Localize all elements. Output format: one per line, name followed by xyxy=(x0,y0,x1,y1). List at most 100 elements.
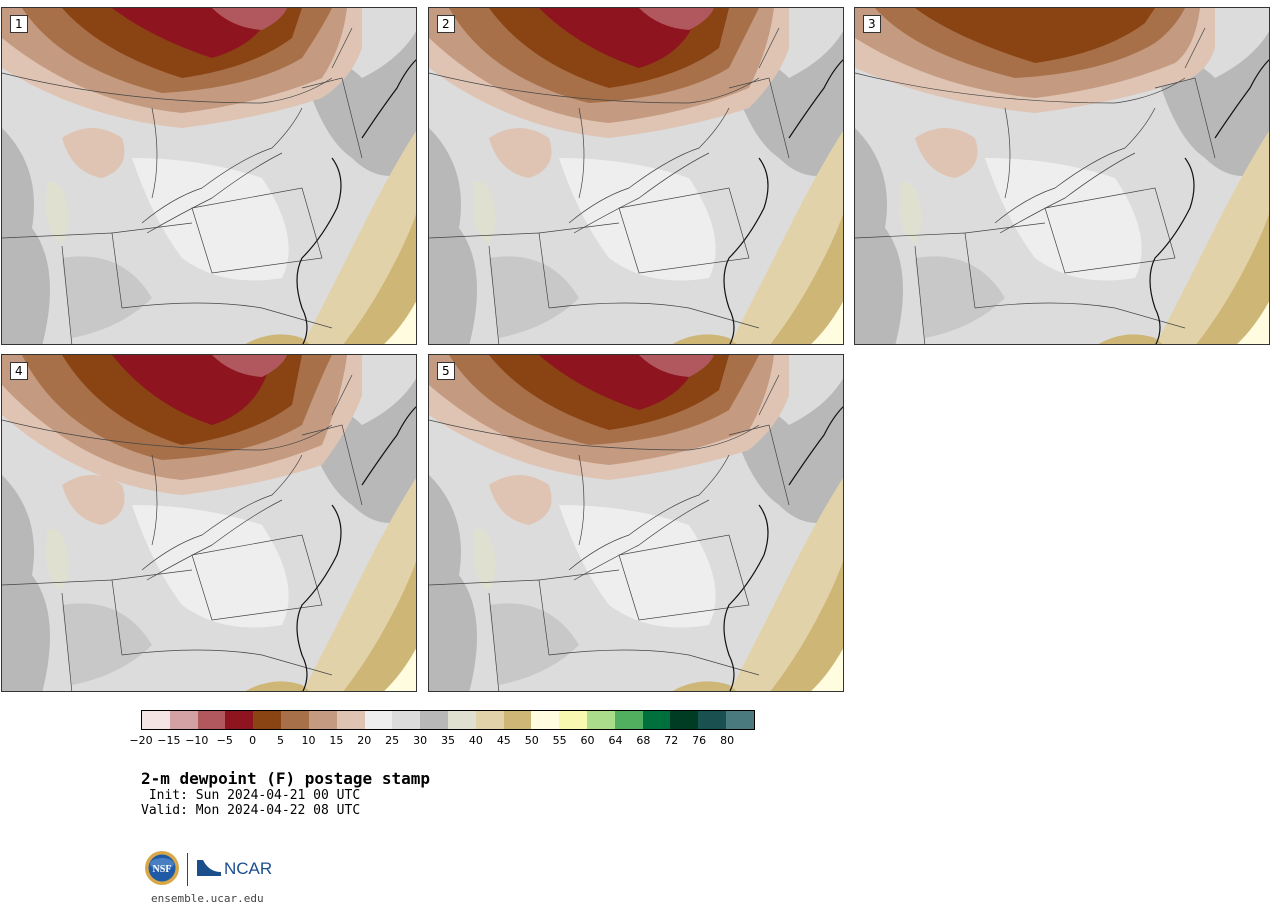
colorbar-swatch xyxy=(531,711,560,729)
boundary-line xyxy=(618,187,750,274)
coastline xyxy=(788,59,843,139)
boundary-line xyxy=(964,222,1046,234)
member-label: 2 xyxy=(437,15,455,33)
boundary-line xyxy=(111,222,193,234)
colorbar-tick-label: 76 xyxy=(692,734,707,747)
yellow-50f-region xyxy=(1237,301,1269,344)
gray-30f-region xyxy=(2,128,50,344)
colorbar-swatch xyxy=(281,711,309,729)
boundary-line xyxy=(548,649,760,676)
colorbar-tick-label: 30 xyxy=(413,734,428,747)
boundary-line xyxy=(141,454,303,571)
boundary-line xyxy=(141,107,303,224)
dewpoint-0f-region xyxy=(915,8,1155,63)
colorbar-tick-label: 68 xyxy=(636,734,651,747)
member-label: 5 xyxy=(437,362,455,380)
tan-45f-region xyxy=(1196,214,1269,344)
dewpoint-minus10f-region xyxy=(639,8,714,30)
boundary-line xyxy=(191,534,323,621)
yellow-50f-region xyxy=(811,301,843,344)
dewpoint-map xyxy=(2,8,416,344)
boundary-line xyxy=(2,419,333,451)
boundary-line xyxy=(573,499,710,581)
nsf-logo-text: NSF xyxy=(153,864,172,875)
postage-stamp-panel-5: 5 xyxy=(428,354,844,692)
boundary-line xyxy=(146,499,283,581)
boundary-line xyxy=(578,107,585,199)
yellow-50f-region xyxy=(384,648,416,691)
boundary-line xyxy=(538,569,620,581)
coastline xyxy=(723,157,769,344)
boundary-line xyxy=(974,302,1186,329)
colorbar-swatch xyxy=(698,711,727,729)
boundary-line xyxy=(914,245,926,344)
tan-45f-region xyxy=(1098,334,1163,344)
lake-region xyxy=(899,181,922,243)
dewpoint-15f-region xyxy=(489,128,552,178)
tan-45f-region xyxy=(770,214,843,344)
boundary-line xyxy=(1044,187,1176,274)
boundary-line xyxy=(301,424,363,506)
colorbar-tick-label: 20 xyxy=(357,734,372,747)
colorbar-swatch xyxy=(336,711,365,729)
colorbar-tick-label: −20 xyxy=(129,734,153,747)
ncar-logo-icon xyxy=(197,860,221,876)
colorbar-swatch xyxy=(559,711,587,729)
coastline xyxy=(788,406,843,486)
light-region xyxy=(985,158,1142,281)
colorbar-swatch xyxy=(614,711,643,729)
gray-region xyxy=(915,256,1005,338)
coastline xyxy=(361,406,416,486)
boundary-line xyxy=(2,72,333,104)
boundary-line xyxy=(1154,77,1216,159)
tan-45f-region xyxy=(770,561,843,691)
boundary-line xyxy=(568,454,730,571)
yellow-50f-region xyxy=(384,301,416,344)
colorbar-tick-label: 50 xyxy=(524,734,539,747)
gray-region xyxy=(489,256,579,338)
dewpoint-map xyxy=(855,8,1269,344)
lake-region xyxy=(46,528,69,590)
colorbar-tick-label: 40 xyxy=(468,734,483,747)
boundary-line xyxy=(1184,27,1206,69)
colorbar-tick-label: 72 xyxy=(664,734,679,747)
colorbar-swatch xyxy=(587,711,615,729)
tan-45f-region xyxy=(343,214,416,344)
dewpoint-minus10f-region xyxy=(212,8,287,30)
colorbar-tick-label: 64 xyxy=(608,734,623,747)
colorbar xyxy=(141,710,755,730)
gray-30f-region xyxy=(2,475,50,691)
boundary-line xyxy=(151,454,158,546)
boundary-line xyxy=(994,107,1156,224)
boundary-line xyxy=(758,374,780,416)
yellow-50f-region xyxy=(811,648,843,691)
colorbar-swatch xyxy=(169,711,198,729)
boundary-line xyxy=(429,72,760,104)
light-region xyxy=(132,158,289,281)
member-label: 1 xyxy=(10,15,28,33)
site-url: ensemble.ucar.edu xyxy=(151,892,264,905)
boundary-line xyxy=(61,592,73,691)
coastline xyxy=(296,157,342,344)
colorbar-swatch xyxy=(670,711,699,729)
gray-region xyxy=(489,603,579,685)
dewpoint-15f-region xyxy=(489,475,552,525)
gray-region xyxy=(62,603,152,685)
boundary-line xyxy=(191,187,323,274)
colorbar-tick-label: −10 xyxy=(185,734,209,747)
colorbar-swatch xyxy=(726,711,754,729)
colorbar-swatch xyxy=(447,711,476,729)
boundary-line xyxy=(61,245,73,344)
dewpoint-map xyxy=(429,355,843,691)
postage-stamp-panel-3: 3 xyxy=(854,7,1270,345)
boundary-line xyxy=(855,72,1186,104)
dewpoint-15f-region xyxy=(62,128,125,178)
boundary-line xyxy=(538,222,620,234)
colorbar-swatch xyxy=(642,711,671,729)
init-time: Init: Sun 2024-04-21 00 UTC xyxy=(141,788,361,803)
boundary-line xyxy=(578,454,585,546)
colorbar-swatch xyxy=(392,711,421,729)
dewpoint-minus5f-region xyxy=(112,355,272,425)
colorbar-tick-label: 5 xyxy=(277,734,285,747)
boundary-line xyxy=(121,302,333,329)
